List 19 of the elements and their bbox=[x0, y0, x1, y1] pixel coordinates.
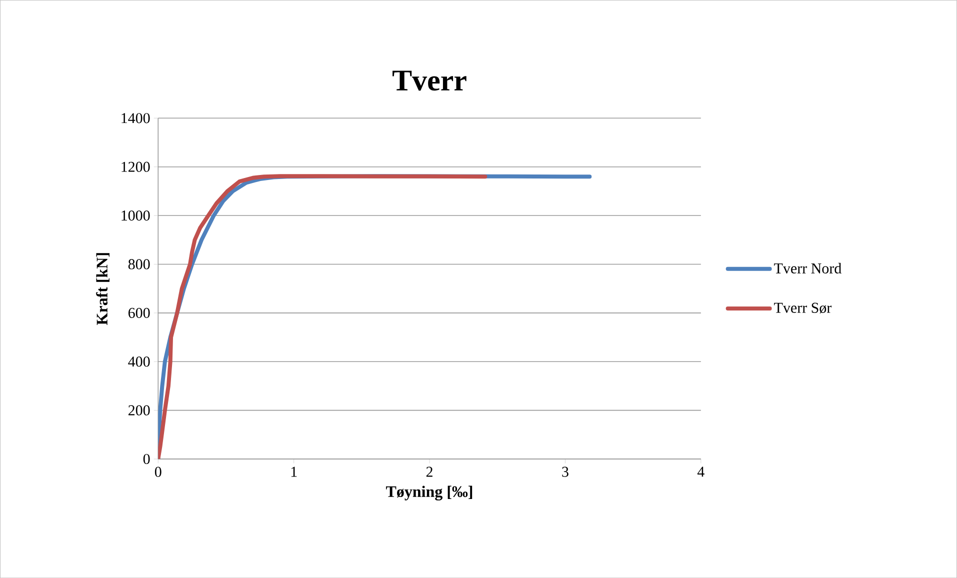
y-tick-label: 400 bbox=[128, 356, 150, 367]
x-tick-label: 3 bbox=[562, 466, 568, 477]
y-tick-label: 600 bbox=[128, 308, 150, 318]
x-axis-title: Tøyning [‰] bbox=[386, 486, 472, 500]
legend-label: Tverr Nord bbox=[774, 262, 842, 274]
y-tick-label: 1400 bbox=[122, 113, 150, 124]
y-tick-label: 1000 bbox=[122, 210, 150, 221]
chart-title: Tverr bbox=[392, 70, 466, 91]
x-tick-label: 2 bbox=[426, 466, 432, 477]
x-tick-label: 1 bbox=[291, 466, 297, 477]
line-series bbox=[158, 174, 488, 459]
y-tick-label: 200 bbox=[128, 405, 150, 416]
x-tick-label: 4 bbox=[697, 466, 704, 477]
x-tick-label: 0 bbox=[154, 466, 162, 477]
y-tick-label: 800 bbox=[128, 259, 150, 270]
y-axis-title: Kraft [kN] bbox=[96, 253, 110, 325]
legend-label: Tverr Sør bbox=[774, 302, 832, 314]
y-tick-label: 1200 bbox=[122, 162, 150, 172]
y-tick-label: 0 bbox=[143, 454, 150, 464]
